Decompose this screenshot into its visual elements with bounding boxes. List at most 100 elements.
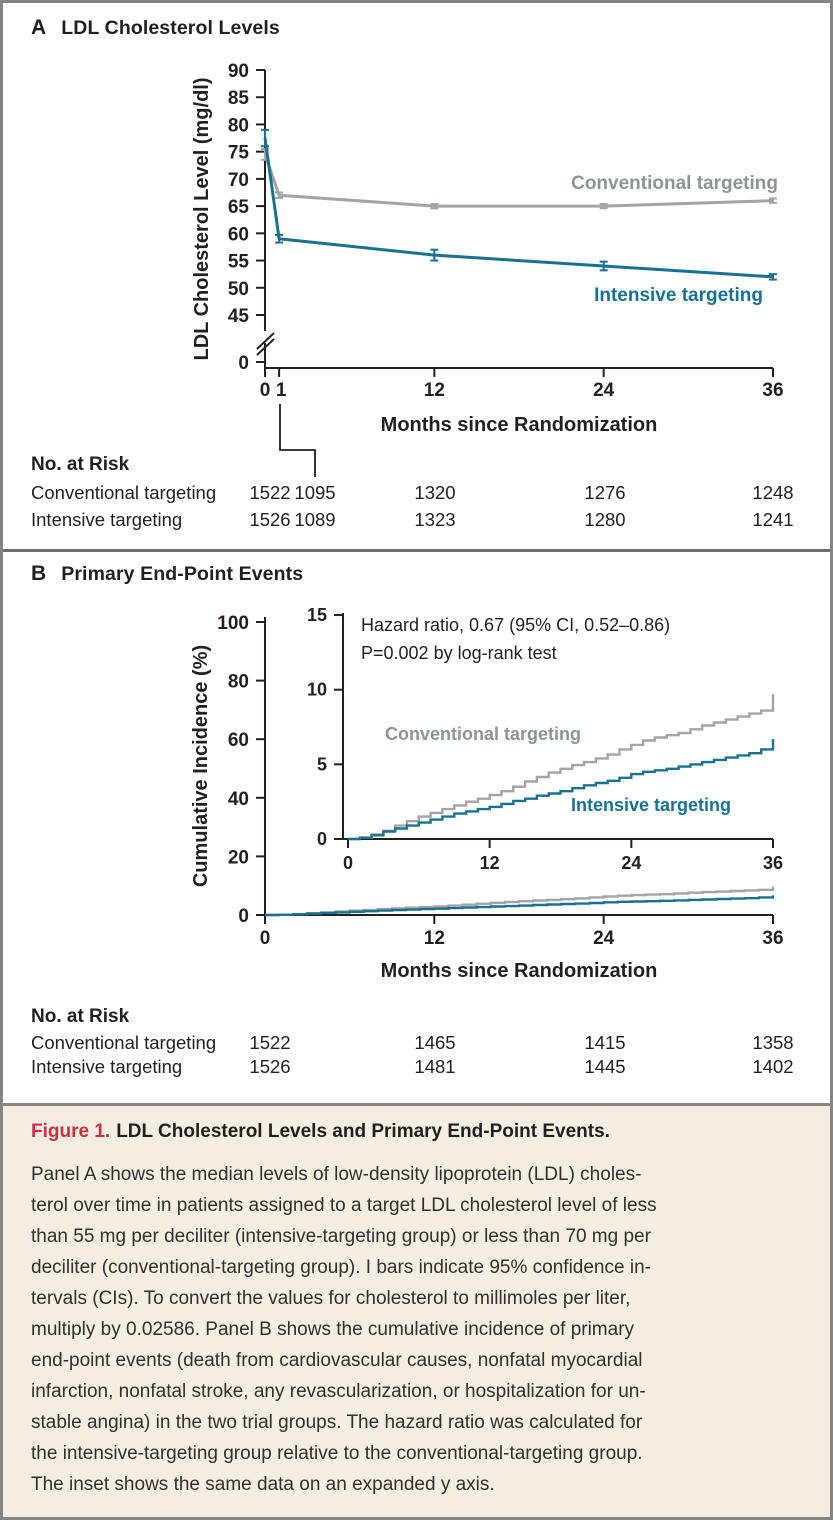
tick-label: 0 bbox=[238, 906, 249, 927]
caption-line: deciliter (conventional-targeting group)… bbox=[31, 1257, 651, 1278]
caption-line: stable angina) in the two trial groups. … bbox=[31, 1412, 643, 1433]
tick-label: 36 bbox=[763, 853, 783, 873]
panel-divider bbox=[3, 549, 830, 552]
tick-label: 90 bbox=[228, 61, 249, 82]
caption-line: tervals (CIs). To convert the values for… bbox=[31, 1288, 631, 1309]
panelA-risk-count: 1280 bbox=[584, 509, 626, 530]
caption-line: the intensive-targeting group relative t… bbox=[31, 1443, 643, 1464]
panelB-risk-count: 1522 bbox=[249, 1032, 291, 1053]
tick-label: 36 bbox=[762, 928, 783, 949]
panel-a-conventional-label: Conventional targeting bbox=[571, 173, 778, 194]
caption-title-text: LDL Cholesterol Levels and Primary End-P… bbox=[116, 1121, 610, 1142]
panelA-risk-count: 1323 bbox=[414, 509, 456, 530]
tick-label: 0 bbox=[260, 928, 271, 949]
tick-label: 12 bbox=[424, 928, 445, 949]
panelA-no-at-risk-heading: No. at Risk bbox=[31, 454, 130, 475]
tick-label: 10 bbox=[307, 680, 327, 700]
panelA-risk-count: 1526 bbox=[249, 509, 291, 530]
tick-label: 60 bbox=[228, 224, 249, 245]
panelB-risk-count: 1415 bbox=[584, 1032, 626, 1053]
axis-break-icon bbox=[256, 338, 275, 356]
tick-label: 85 bbox=[228, 88, 250, 109]
panel-a-letter: A bbox=[31, 16, 47, 39]
tick-label: 70 bbox=[228, 170, 249, 191]
caption-body: Panel A shows the median levels of low-d… bbox=[31, 1159, 813, 1500]
panel-b-title: B Primary End-Point Events bbox=[31, 562, 303, 586]
tick-label: 65 bbox=[228, 197, 250, 218]
inset-conventional-label: Conventional targeting bbox=[385, 724, 582, 744]
hazard-ratio-text: Hazard ratio, 0.67 (95% CI, 0.52–0.86) bbox=[361, 615, 671, 635]
panelB-risk-count: 1358 bbox=[752, 1032, 794, 1053]
tick-label: 1 bbox=[276, 380, 287, 401]
panelB-risk-count: 1526 bbox=[249, 1056, 291, 1077]
caption-line: than 55 mg per deciliter (intensive-targ… bbox=[31, 1226, 651, 1247]
panel-b-inset-series-intensive bbox=[348, 739, 775, 841]
tick-label: 24 bbox=[621, 853, 641, 873]
panelB-risk-count: 1481 bbox=[414, 1056, 456, 1077]
panel-a-series-intensive bbox=[263, 137, 774, 279]
panelA-risk-row-label: Conventional targeting bbox=[31, 482, 217, 503]
tick-label: 75 bbox=[228, 143, 250, 164]
tick-label: 80 bbox=[228, 115, 249, 136]
tick-label: 40 bbox=[228, 789, 249, 810]
panelB-risk-count: 1402 bbox=[752, 1056, 794, 1077]
axis-break-icon bbox=[256, 332, 275, 350]
panel-a-title: A LDL Cholesterol Levels bbox=[31, 16, 280, 40]
caption-line: Panel A shows the median levels of low-d… bbox=[31, 1164, 642, 1185]
tick-label: 80 bbox=[228, 672, 249, 693]
tick-label: 12 bbox=[480, 853, 500, 873]
caption-line: multiply by 0.02586. Panel B shows the c… bbox=[31, 1319, 635, 1340]
tick-label: 36 bbox=[762, 380, 783, 401]
tick-label: 55 bbox=[228, 252, 250, 273]
month1-risk-connector bbox=[279, 404, 316, 477]
panel-b-x-axis-title: Months since Randomization bbox=[381, 960, 658, 982]
panel-a-y-axis-title: LDL Cholesterol Level (mg/dl) bbox=[191, 78, 213, 361]
tick-label: 100 bbox=[217, 613, 249, 634]
panel-b-title-text: Primary End-Point Events bbox=[61, 563, 304, 585]
inset-intensive-label: Intensive targeting bbox=[571, 795, 732, 815]
panelA-risk-count: 1276 bbox=[584, 482, 626, 503]
tick-label: 20 bbox=[228, 847, 249, 868]
panel-b-main-series-conventional bbox=[265, 886, 775, 917]
panelA-risk-count: 1095 bbox=[294, 482, 336, 503]
tick-label: 24 bbox=[593, 928, 615, 949]
tick-label: 5 bbox=[317, 754, 327, 774]
caption-line: infarction, nonfatal stroke, any revascu… bbox=[31, 1381, 646, 1402]
panelB-risk-row-label: Conventional targeting bbox=[31, 1032, 217, 1053]
caption-title: Figure 1. LDL Cholesterol Levels and Prim… bbox=[31, 1121, 610, 1143]
tick-label: 15 bbox=[307, 605, 327, 625]
tick-label: 0 bbox=[260, 380, 271, 401]
panelA-risk-count: 1522 bbox=[249, 482, 291, 503]
caption-box bbox=[3, 1103, 830, 1517]
panel-a-x-axis-title: Months since Randomization bbox=[381, 414, 658, 436]
panelA-risk-count: 1241 bbox=[752, 509, 794, 530]
tick-label: 60 bbox=[228, 730, 249, 751]
tick-label: 0 bbox=[343, 853, 353, 873]
panel-b-inset-series-conventional bbox=[348, 694, 775, 841]
caption-line: terol over time in patients assigned to … bbox=[31, 1195, 657, 1216]
panelB-no-at-risk-heading: No. at Risk bbox=[31, 1006, 130, 1027]
figure-number: Figure 1. bbox=[31, 1121, 111, 1142]
panelA-risk-count: 1089 bbox=[294, 509, 336, 530]
tick-label: 0 bbox=[238, 353, 249, 374]
caption-line: The inset shows the same data on an expa… bbox=[31, 1474, 495, 1495]
panel-a-intensive-label: Intensive targeting bbox=[594, 285, 763, 306]
caption-line: end-point events (death from cardiovascu… bbox=[31, 1350, 643, 1371]
tick-label: 50 bbox=[228, 279, 249, 300]
panelA-risk-count: 1320 bbox=[414, 482, 456, 503]
panel-b-letter: B bbox=[31, 562, 47, 585]
panel-b-main-series-intensive bbox=[265, 895, 775, 917]
tick-label: 45 bbox=[228, 306, 250, 327]
panelA-risk-row-label: Intensive targeting bbox=[31, 509, 183, 530]
panelB-risk-count: 1465 bbox=[414, 1032, 456, 1053]
panel-b-y-axis-title: Cumulative Incidence (%) bbox=[190, 645, 212, 887]
panelB-risk-row-label: Intensive targeting bbox=[31, 1056, 183, 1077]
panel-a-title-text: LDL Cholesterol Levels bbox=[61, 17, 280, 39]
tick-label: 12 bbox=[424, 380, 445, 401]
panelB-risk-count: 1445 bbox=[584, 1056, 626, 1077]
tick-label: 0 bbox=[317, 829, 327, 849]
tick-label: 24 bbox=[593, 380, 615, 401]
panelA-risk-count: 1248 bbox=[752, 482, 794, 503]
pvalue-text: P=0.002 by log-rank test bbox=[361, 643, 557, 663]
